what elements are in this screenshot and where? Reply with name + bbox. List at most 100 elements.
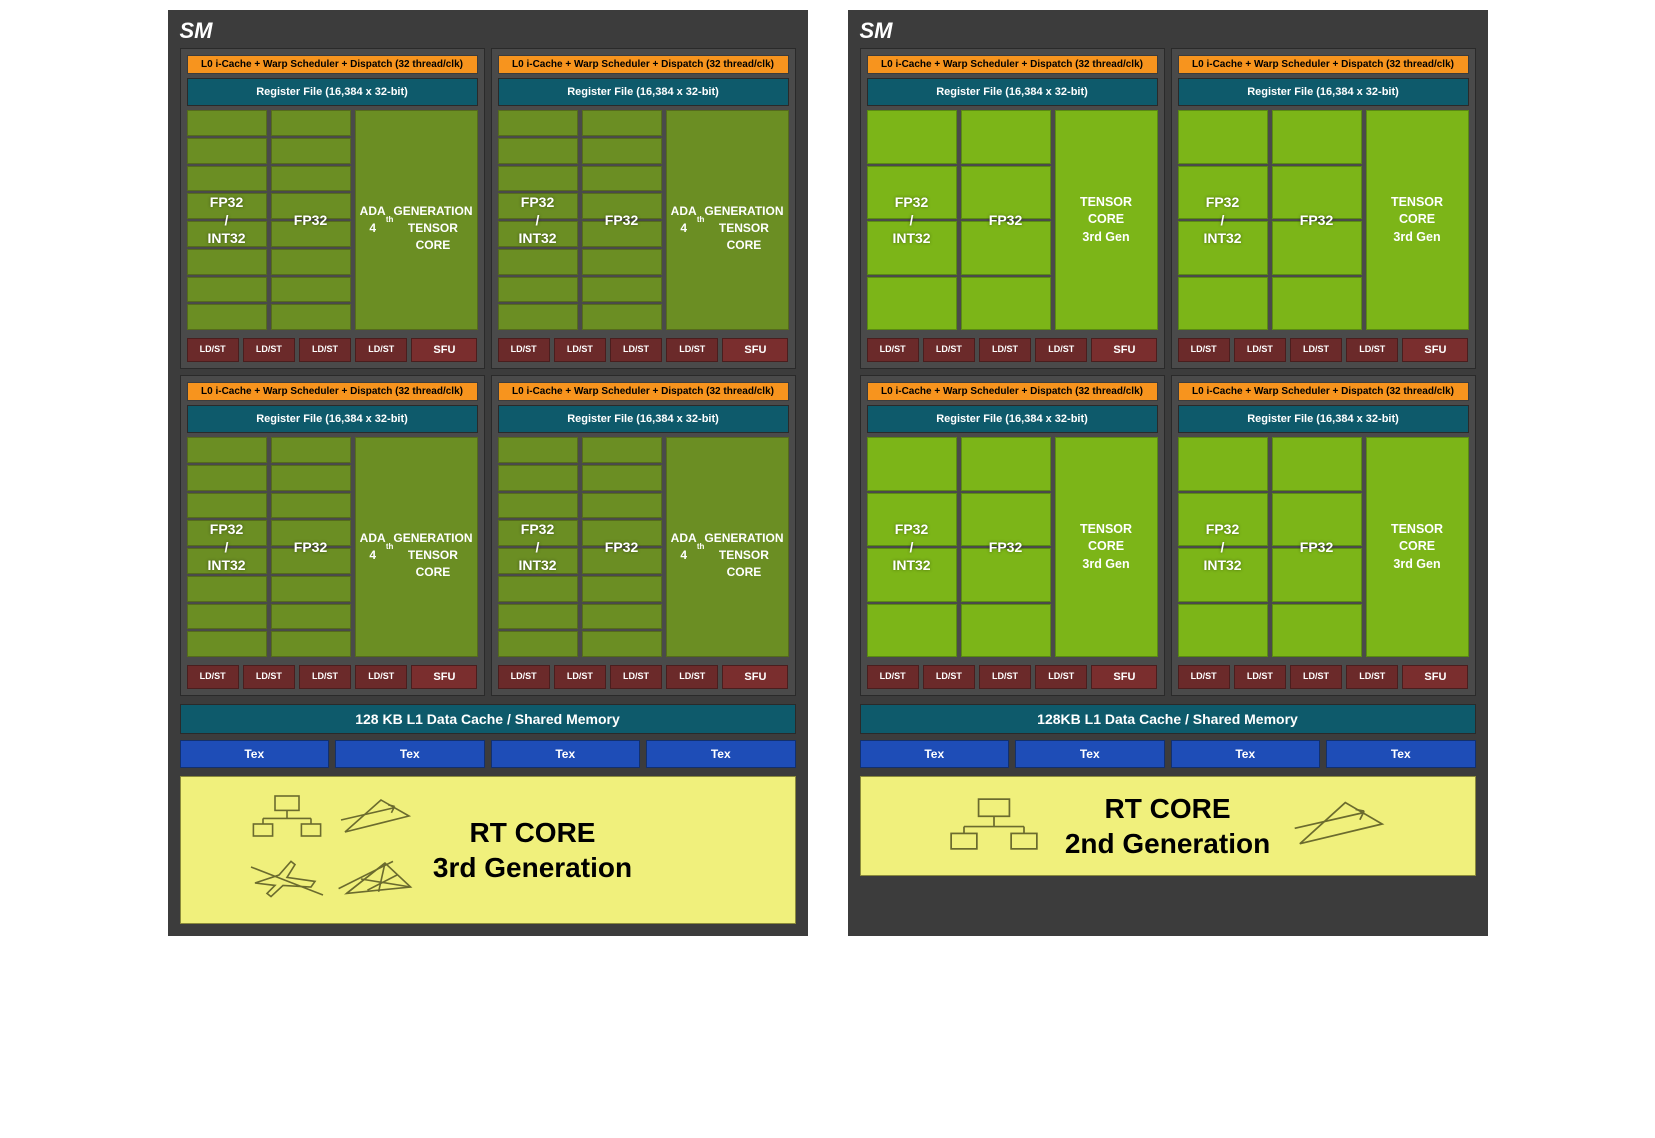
core-area: FP32/INT32 FP32 ADA 4thGENERATIONTENSOR … — [498, 110, 789, 330]
sm-diagram-left: SM L0 i-Cache + Warp Scheduler + Dispatc… — [168, 10, 808, 936]
ldst-unit: LD/ST — [666, 338, 718, 362]
tensor-core-block: TENSORCORE3rd Gen — [1366, 437, 1469, 657]
ldst-unit: LD/ST — [243, 338, 295, 362]
alu-column-1: FP32/INT32 — [187, 110, 267, 330]
ldst-unit: LD/ST — [554, 338, 606, 362]
ldst-unit: LD/ST — [355, 665, 407, 689]
rt-core-title: RT CORE2nd Generation — [1065, 791, 1270, 861]
ldst-unit: LD/ST — [979, 665, 1031, 689]
l0-icache-bar: L0 i-Cache + Warp Scheduler + Dispatch (… — [867, 55, 1158, 74]
partitions-grid: L0 i-Cache + Warp Scheduler + Dispatch (… — [180, 48, 796, 696]
ldst-unit: LD/ST — [187, 338, 239, 362]
l1-cache-bar: 128KB L1 Data Cache / Shared Memory — [860, 704, 1476, 734]
sfu-unit: SFU — [1091, 338, 1157, 362]
alu-column-2: FP32 — [271, 110, 351, 330]
sfu-unit: SFU — [411, 665, 477, 689]
rt-core-title: RT CORE3rd Generation — [433, 815, 632, 885]
sfu-unit: SFU — [722, 338, 788, 362]
ldst-unit: LD/ST — [923, 665, 975, 689]
alu-column-2: FP32 — [1272, 437, 1362, 657]
alu-column-1: FP32/INT32 — [867, 110, 957, 330]
tensor-core-block: TENSORCORE3rd Gen — [1055, 437, 1158, 657]
triangle-ray-icon — [337, 791, 417, 846]
alu-column-1: FP32/INT32 — [867, 437, 957, 657]
motion-blur-icon — [247, 854, 327, 909]
ldst-row: LD/STLD/STLD/STLD/ST SFU — [1178, 665, 1469, 689]
bvh-boxes-icon — [247, 791, 327, 846]
ldst-row: LD/STLD/STLD/STLD/ST SFU — [187, 338, 478, 362]
tex-unit: Tex — [646, 740, 796, 768]
sm-partition: L0 i-Cache + Warp Scheduler + Dispatch (… — [491, 48, 796, 369]
tex-unit: Tex — [180, 740, 330, 768]
sm-partition: L0 i-Cache + Warp Scheduler + Dispatch (… — [180, 375, 485, 696]
ldst-row: LD/STLD/STLD/STLD/ST SFU — [1178, 338, 1469, 362]
alu-column-1: FP32/INT32 — [1178, 110, 1268, 330]
l0-icache-bar: L0 i-Cache + Warp Scheduler + Dispatch (… — [187, 382, 478, 401]
ldst-unit: LD/ST — [1178, 338, 1230, 362]
sfu-unit: SFU — [1091, 665, 1157, 689]
ldst-unit: LD/ST — [498, 338, 550, 362]
l0-icache-bar: L0 i-Cache + Warp Scheduler + Dispatch (… — [498, 55, 789, 74]
ldst-unit: LD/ST — [610, 665, 662, 689]
ldst-row: LD/STLD/STLD/STLD/ST SFU — [187, 665, 478, 689]
core-area: FP32/INT32 FP32 TENSORCORE3rd Gen — [867, 110, 1158, 330]
register-file-bar: Register File (16,384 x 32-bit) — [498, 78, 789, 106]
l0-icache-bar: L0 i-Cache + Warp Scheduler + Dispatch (… — [1178, 55, 1469, 74]
register-file-bar: Register File (16,384 x 32-bit) — [187, 78, 478, 106]
l0-icache-bar: L0 i-Cache + Warp Scheduler + Dispatch (… — [498, 382, 789, 401]
rt-core-block: RT CORE2nd Generation — [860, 776, 1476, 876]
triangle-ray-icon — [1286, 794, 1396, 859]
register-file-bar: Register File (16,384 x 32-bit) — [187, 405, 478, 433]
tensor-core-block: ADA 4thGENERATIONTENSOR CORE — [666, 110, 789, 330]
alu-column-2: FP32 — [1272, 110, 1362, 330]
core-area: FP32/INT32 FP32 TENSORCORE3rd Gen — [1178, 437, 1469, 657]
ldst-unit: LD/ST — [355, 338, 407, 362]
tensor-core-block: TENSORCORE3rd Gen — [1366, 110, 1469, 330]
ldst-unit: LD/ST — [867, 665, 919, 689]
tex-unit: Tex — [335, 740, 485, 768]
l1-cache-bar: 128 KB L1 Data Cache / Shared Memory — [180, 704, 796, 734]
alu-column-2: FP32 — [961, 437, 1051, 657]
sfu-unit: SFU — [1402, 338, 1468, 362]
sm-partition: L0 i-Cache + Warp Scheduler + Dispatch (… — [180, 48, 485, 369]
ldst-unit: LD/ST — [610, 338, 662, 362]
tex-unit: Tex — [1326, 740, 1476, 768]
sm-partition: L0 i-Cache + Warp Scheduler + Dispatch (… — [1171, 375, 1476, 696]
sm-partition: L0 i-Cache + Warp Scheduler + Dispatch (… — [860, 375, 1165, 696]
alu-column-2: FP32 — [271, 437, 351, 657]
sm-partition: L0 i-Cache + Warp Scheduler + Dispatch (… — [1171, 48, 1476, 369]
core-area: FP32/INT32 FP32 TENSORCORE3rd Gen — [1178, 110, 1469, 330]
ldst-unit: LD/ST — [1234, 665, 1286, 689]
ldst-row: LD/STLD/STLD/STLD/ST SFU — [867, 338, 1158, 362]
l0-icache-bar: L0 i-Cache + Warp Scheduler + Dispatch (… — [187, 55, 478, 74]
ldst-unit: LD/ST — [1234, 338, 1286, 362]
alu-column-1: FP32/INT32 — [498, 437, 578, 657]
ldst-unit: LD/ST — [1290, 665, 1342, 689]
register-file-bar: Register File (16,384 x 32-bit) — [867, 405, 1158, 433]
alu-column-2: FP32 — [961, 110, 1051, 330]
sfu-unit: SFU — [722, 665, 788, 689]
partitions-grid: L0 i-Cache + Warp Scheduler + Dispatch (… — [860, 48, 1476, 696]
ldst-unit: LD/ST — [187, 665, 239, 689]
core-area: FP32/INT32 FP32 ADA 4thGENERATIONTENSOR … — [498, 437, 789, 657]
tensor-core-block: ADA 4thGENERATIONTENSOR CORE — [355, 437, 478, 657]
rt-icons-left — [247, 791, 417, 909]
alu-column-1: FP32/INT32 — [498, 110, 578, 330]
tensor-core-block: TENSORCORE3rd Gen — [1055, 110, 1158, 330]
ldst-row: LD/STLD/STLD/STLD/ST SFU — [498, 665, 789, 689]
ldst-unit: LD/ST — [1035, 338, 1087, 362]
ldst-unit: LD/ST — [867, 338, 919, 362]
ldst-unit: LD/ST — [923, 338, 975, 362]
tex-row: TexTexTexTex — [860, 740, 1476, 768]
ldst-unit: LD/ST — [1346, 665, 1398, 689]
tex-row: TexTexTexTex — [180, 740, 796, 768]
register-file-bar: Register File (16,384 x 32-bit) — [867, 78, 1158, 106]
ldst-unit: LD/ST — [979, 338, 1031, 362]
l0-icache-bar: L0 i-Cache + Warp Scheduler + Dispatch (… — [1178, 382, 1469, 401]
tensor-core-block: ADA 4thGENERATIONTENSOR CORE — [666, 437, 789, 657]
ldst-unit: LD/ST — [554, 665, 606, 689]
ldst-unit: LD/ST — [666, 665, 718, 689]
tex-unit: Tex — [1015, 740, 1165, 768]
sfu-unit: SFU — [1402, 665, 1468, 689]
alu-column-1: FP32/INT32 — [187, 437, 267, 657]
